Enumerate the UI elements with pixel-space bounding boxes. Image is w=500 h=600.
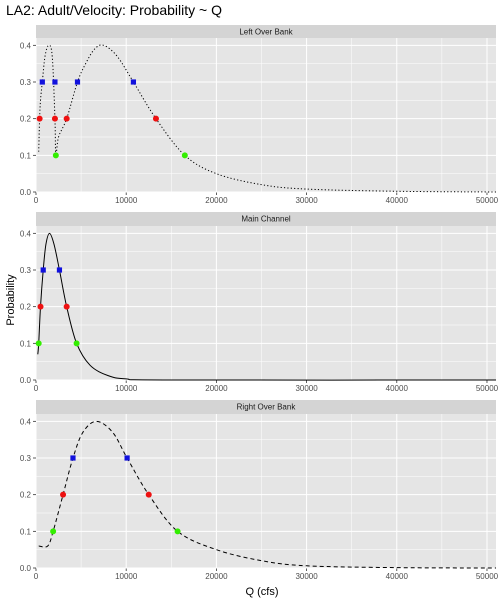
marker-blue [70, 455, 75, 460]
x-tick-label: 50000 [476, 384, 499, 393]
x-tick-label: 0 [34, 572, 39, 581]
marker-blue [124, 455, 129, 460]
x-tick-label: 20000 [205, 196, 228, 205]
y-tick-label: 0.3 [20, 78, 32, 87]
marker-red [52, 116, 58, 122]
y-tick-label: 0.0 [20, 376, 32, 385]
panel-0: Left Over Bank 0 10000 20000 30000 40000 50000… [20, 25, 499, 205]
x-tick-label: 40000 [386, 384, 409, 393]
x-tick-label: 10000 [115, 384, 138, 393]
x-tick-label: 40000 [386, 572, 409, 581]
facet-strip-label: Left Over Bank [239, 28, 293, 37]
marker-blue [75, 79, 80, 84]
x-axis-label: Q (cfs) [246, 586, 279, 598]
marker-green [53, 152, 59, 158]
x-tick-label: 30000 [295, 384, 318, 393]
marker-green [182, 152, 188, 158]
y-tick-label: 0.4 [20, 417, 32, 426]
facet-strip-label: Main Channel [241, 215, 291, 224]
x-tick-label: 0 [34, 196, 39, 205]
marker-blue [40, 79, 45, 84]
panel-background [36, 414, 496, 568]
y-tick-label: 0.1 [20, 151, 32, 160]
y-tick-label: 0.3 [20, 454, 32, 463]
y-axis-label: Probability [5, 274, 17, 326]
panels: Left Over Bank 0 10000 20000 30000 40000 50000… [20, 25, 499, 581]
panel-background [36, 226, 496, 380]
y-tick-label: 0.0 [20, 564, 32, 573]
y-tick-label: 0.4 [20, 229, 32, 238]
marker-red [37, 116, 43, 122]
x-tick-label: 20000 [205, 384, 228, 393]
y-tick-label: 0.0 [20, 188, 32, 197]
x-tick-label: 0 [34, 384, 39, 393]
x-tick-label: 30000 [295, 196, 318, 205]
y-tick-label: 0.2 [20, 491, 32, 500]
panel-1: Main Channel 0 10000 20000 30000 40000 50000 0.… [20, 212, 499, 393]
y-tick-label: 0.1 [20, 339, 32, 348]
marker-green [36, 340, 42, 346]
y-tick-label: 0.1 [20, 527, 32, 536]
chart-title: LA2: Adult/Velocity: Probability ~ Q [6, 2, 222, 18]
marker-red [64, 116, 70, 122]
marker-blue [57, 267, 62, 272]
marker-red [64, 304, 70, 310]
marker-blue [41, 267, 46, 272]
marker-green [74, 340, 80, 346]
x-tick-label: 10000 [115, 572, 138, 581]
y-tick-label: 0.2 [20, 303, 32, 312]
x-tick-label: 50000 [476, 572, 499, 581]
facet-strip-label: Right Over Bank [237, 403, 297, 412]
x-tick-label: 10000 [115, 196, 138, 205]
x-tick-label: 20000 [205, 572, 228, 581]
x-tick-label: 30000 [295, 572, 318, 581]
marker-red [146, 492, 152, 498]
y-tick-label: 0.2 [20, 115, 32, 124]
panel-background [36, 38, 496, 192]
marker-green [50, 528, 56, 534]
x-tick-label: 50000 [476, 196, 499, 205]
marker-green [175, 528, 181, 534]
y-tick-label: 0.3 [20, 266, 32, 275]
panel-2: Right Over Bank 0 10000 20000 30000 40000 5000… [20, 400, 499, 581]
marker-blue [131, 79, 136, 84]
marker-red [60, 492, 66, 498]
marker-red [38, 304, 44, 310]
y-tick-label: 0.4 [20, 41, 32, 50]
x-tick-label: 40000 [386, 196, 409, 205]
marker-blue [52, 79, 57, 84]
marker-red [153, 116, 159, 122]
